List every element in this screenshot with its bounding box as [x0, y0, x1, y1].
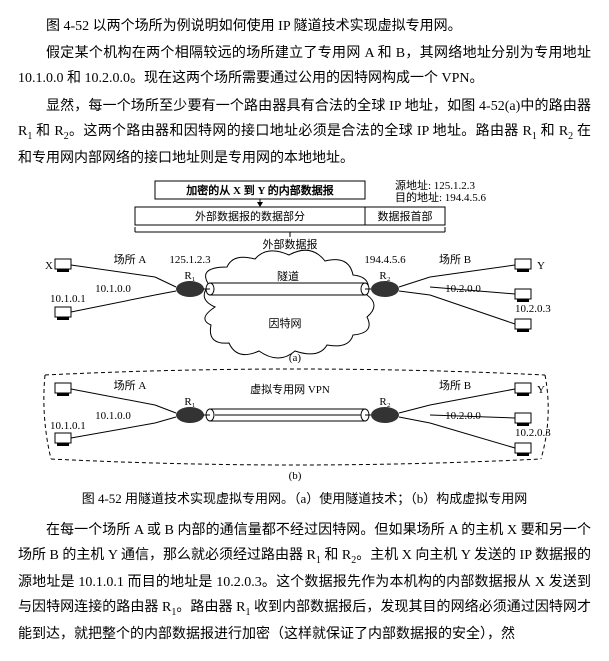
lbl-site-a: 场所 A	[113, 252, 146, 266]
p2-c: 。这两个路由器和因特网的接口地址必须是合法的全球 IP 地址。路由器 R	[69, 124, 532, 139]
figure-caption: 图 4-52 用隧道技术实现虚拟专用网。（a）使用隧道技术；（b）构成虚拟专用网	[18, 487, 591, 510]
lbl-outer-datagram: 外部数据报	[262, 237, 317, 251]
p2-d: 和 R	[537, 124, 568, 139]
lbl-host-y-b: Y	[537, 384, 545, 396]
lbl-r1-b: R₁	[184, 396, 195, 408]
lbl-host-x-ip: 10.1.0.1	[50, 293, 86, 305]
lbl-r1: R₁	[184, 270, 195, 282]
lbl-site-a-b: 场所 A	[113, 378, 146, 392]
lbl-net-a: 10.1.0.0	[95, 283, 131, 295]
intro-line: 图 4-52 以两个场所为例说明如何使用 IP 隧道技术实现虚拟专用网。	[18, 14, 591, 39]
p2-b: 和 R	[32, 124, 63, 139]
lbl-site-b: 场所 B	[438, 252, 470, 266]
lbl-host-y: Y	[537, 260, 545, 272]
paragraph-1: 假定某个机构在两个相隔较远的场所建立了专用网 A 和 B，其网络地址分别为专用地…	[18, 41, 591, 91]
lbl-sub-b: (b)	[288, 470, 301, 482]
figure-4-52: 加密的从 X 到 Y 的内部数据报 源地址: 125.1.2.3 目的地址: 1…	[18, 177, 591, 483]
lbl-site-b-b: 场所 B	[438, 378, 470, 392]
lbl-net-a-b: 10.1.0.0	[95, 410, 131, 422]
lbl-sub-a: (a)	[288, 352, 301, 364]
lbl-outer-header: 数据报首部	[377, 209, 432, 223]
lbl-ip-r2: 194.4.5.6	[364, 254, 406, 266]
figure-svg: 加密的从 X 到 Y 的内部数据报 源地址: 125.1.2.3 目的地址: 1…	[35, 177, 575, 483]
lbl-host-x: X	[45, 260, 53, 272]
lbl-r2: R₂	[379, 270, 390, 282]
lbl-host-y-ip: 10.2.0.3	[515, 303, 551, 315]
lbl-r2-b: R₂	[379, 396, 390, 408]
lbl-header-box: 加密的从 X 到 Y 的内部数据报	[185, 183, 334, 197]
lbl-host-x-ip-b: 10.1.0.1	[50, 420, 86, 432]
lbl-vpn: 虚拟专用网 VPN	[250, 382, 330, 396]
lbl-internet: 因特网	[268, 316, 301, 330]
lbl-src-addr: 源地址: 125.1.2.3	[395, 178, 476, 192]
paragraph-3: 在每一个场所 A 或 B 内部的通信量都不经过因特网。但如果场所 A 的主机 X…	[18, 518, 591, 647]
paragraph-2: 显然，每一个场所至少要有一个路由器具有合法的全球 IP 地址，如图 4-52(a…	[18, 94, 591, 171]
lbl-tunnel: 隧道	[277, 269, 299, 283]
lbl-host-y-ip-b: 10.2.0.3	[515, 427, 551, 439]
p3-d: 。路由器 R	[176, 600, 245, 615]
lbl-dst-addr: 目的地址: 194.4.5.6	[395, 190, 487, 204]
lbl-outer-payload: 外部数据报的数据部分	[195, 209, 305, 223]
lbl-ip-r1: 125.1.2.3	[169, 254, 211, 266]
p3-b: 和 R	[321, 548, 351, 563]
